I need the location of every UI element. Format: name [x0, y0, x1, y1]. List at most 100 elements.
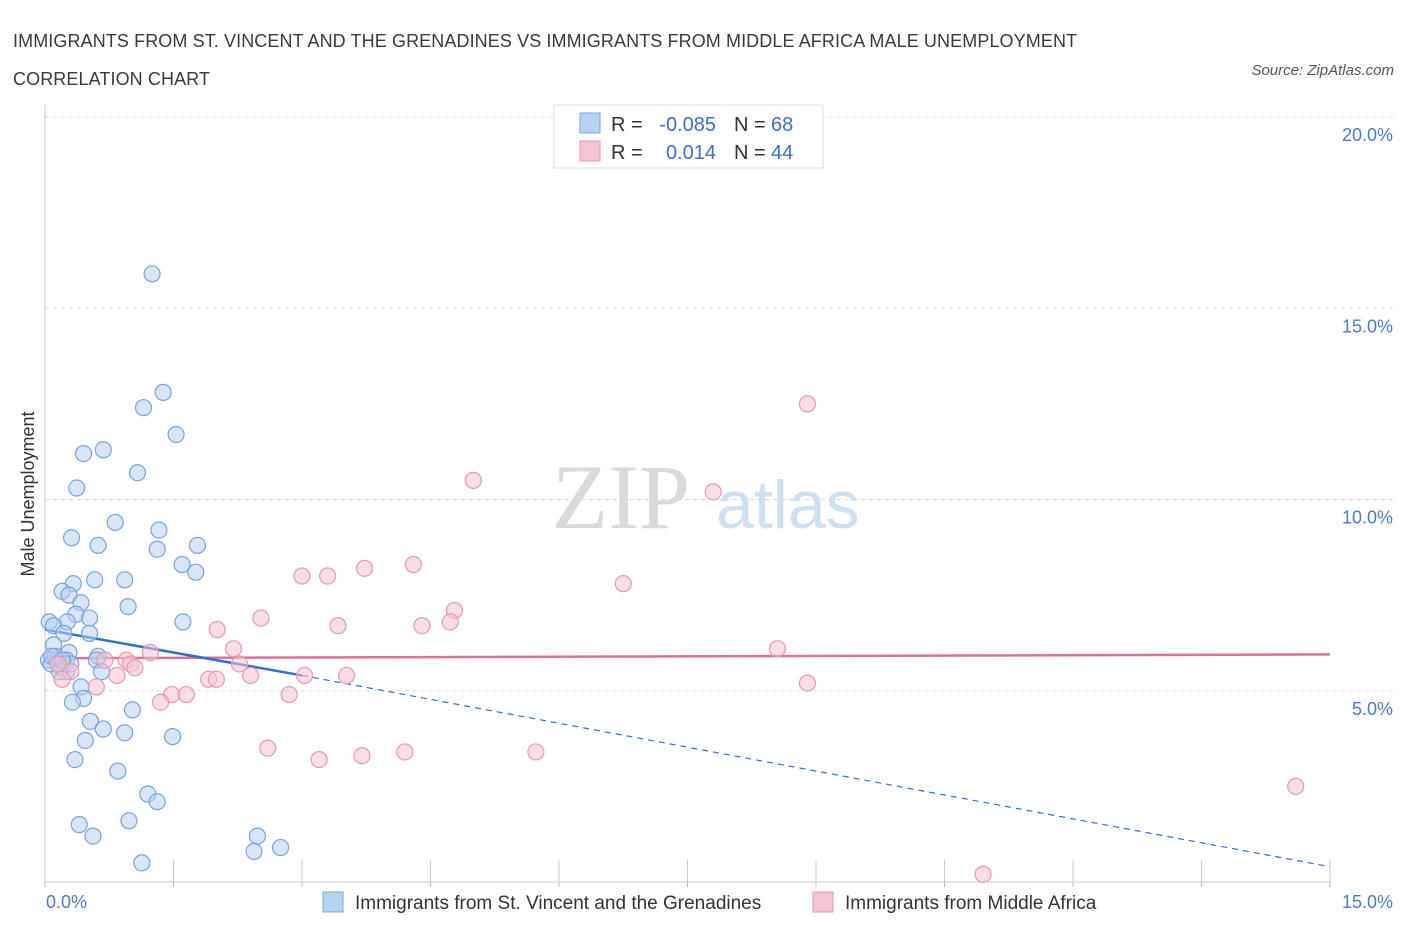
blue-point-9	[150, 521, 168, 539]
pink-point-4	[355, 559, 374, 577]
pink-point-11	[413, 617, 431, 635]
pink-point-12	[329, 617, 347, 635]
blue-point-58	[84, 827, 102, 845]
blue-point-16	[86, 571, 104, 589]
blue-point-25	[174, 613, 192, 631]
legend-r-label-2: R =	[611, 142, 643, 164]
blue-point-0	[143, 265, 161, 283]
legend-r-label-1: R =	[611, 114, 643, 136]
legend-r-value-1: -0.085	[659, 114, 716, 136]
legend-swatch-blue	[579, 112, 601, 134]
blue-point-6	[128, 464, 147, 482]
pink-point-20	[230, 655, 249, 673]
pink-point-30	[87, 678, 106, 696]
y-tick-labels: 5.0% 10.0% 15.0% 20.0%	[1342, 125, 1393, 719]
pink-point-9	[441, 613, 459, 631]
blue-point-55	[148, 793, 166, 811]
pink-point-33	[177, 685, 195, 704]
pink-point-23	[108, 666, 126, 685]
source-label: Source: ZipAtlas.com	[1251, 62, 1394, 79]
pink-point-31	[53, 670, 71, 688]
blue-trend-extension	[301, 674, 1331, 868]
pink-point-35	[152, 693, 170, 711]
grid-lines	[45, 116, 1393, 692]
blue-point-10	[62, 529, 81, 547]
legend-n-value-2: 44	[771, 142, 793, 164]
pink-point-38	[353, 747, 371, 765]
legend-n-label-1: N =	[734, 114, 766, 136]
blue-point-49	[116, 724, 134, 742]
pink-point-37	[396, 743, 414, 761]
y-tick-label-2: 15.0%	[1342, 316, 1393, 336]
blue-point-59	[248, 827, 267, 845]
legend-swatch-pink	[579, 140, 601, 162]
x-tick-label-min: 0.0%	[46, 892, 87, 912]
blue-point-3	[167, 425, 185, 444]
pink-point-16	[768, 640, 787, 658]
pink-point-10	[252, 609, 270, 627]
blue-point-2	[134, 399, 153, 417]
y-axis-label: Male Unemployment	[18, 411, 38, 576]
pink-point-18	[96, 651, 114, 669]
pink-point-0	[798, 395, 817, 413]
pink-point-26	[295, 666, 314, 685]
series-legend-label-blue: Immigrants from St. Vincent and the Gren…	[355, 893, 761, 914]
blue-point-47	[81, 712, 100, 730]
pink-point-29	[798, 674, 817, 692]
blue-point-53	[109, 762, 127, 780]
watermark-zip: ZIP	[552, 446, 690, 548]
x-tick-label-max: 15.0%	[1342, 892, 1393, 912]
pink-point-24	[242, 666, 260, 685]
pink-point-40	[527, 743, 545, 761]
blue-point-8	[106, 513, 124, 532]
series-legend-label-pink: Immigrants from Middle Africa	[845, 893, 1097, 914]
blue-point-17	[116, 571, 134, 589]
chart-title-line1: IMMIGRANTS FROM ST. VINCENT AND THE GREN…	[13, 31, 1078, 51]
data-points	[39, 265, 1305, 883]
blue-point-48	[94, 720, 112, 738]
pink-point-43	[49, 655, 67, 673]
pink-point-14	[224, 640, 243, 658]
pink-point-25	[337, 666, 356, 685]
pink-point-28	[207, 670, 225, 688]
series-legend-swatch-blue	[322, 891, 344, 913]
blue-point-12	[148, 540, 166, 558]
blue-point-50	[164, 728, 182, 746]
blue-point-60	[271, 838, 290, 857]
pink-point-7	[614, 575, 632, 593]
pink-point-36	[259, 739, 277, 757]
watermark-atlas: atlas	[716, 467, 860, 543]
blue-point-62	[133, 854, 151, 872]
blue-point-20	[60, 586, 78, 604]
y-tick-label-3: 20.0%	[1342, 125, 1393, 145]
y-tick-label-0: 5.0%	[1352, 699, 1393, 719]
legend-r-value-2: 0.014	[666, 142, 716, 164]
pink-trend-line	[44, 653, 1331, 660]
blue-point-45	[63, 693, 82, 711]
axes	[44, 105, 1331, 887]
y-tick-label-1: 10.0%	[1342, 508, 1393, 528]
blue-point-46	[123, 701, 141, 719]
blue-point-5	[94, 441, 112, 459]
pink-point-15	[141, 643, 159, 662]
pink-point-42	[974, 865, 992, 883]
blue-point-61	[245, 842, 263, 861]
pink-point-6	[319, 567, 337, 585]
blue-point-1	[154, 383, 172, 401]
blue-point-13	[188, 536, 207, 555]
pink-point-2	[704, 483, 722, 501]
series-legend-swatch-pink	[812, 891, 834, 913]
pink-point-21	[126, 659, 144, 677]
blue-point-14	[173, 555, 191, 574]
correlation-legend: R = -0.085 N = 68 R = 0.014 N = 44	[553, 104, 824, 169]
pink-point-1	[464, 471, 482, 489]
legend-n-value-1: 68	[771, 114, 793, 136]
blue-point-22	[119, 597, 137, 616]
blue-point-30	[55, 624, 73, 642]
legend-n-label-2: N =	[734, 142, 766, 164]
chart-title: IMMIGRANTS FROM ST. VINCENT AND THE GREN…	[13, 22, 1077, 98]
blue-point-11	[89, 536, 107, 555]
blue-point-51	[76, 731, 94, 750]
series-legend: Immigrants from St. Vincent and the Gren…	[322, 891, 1097, 914]
